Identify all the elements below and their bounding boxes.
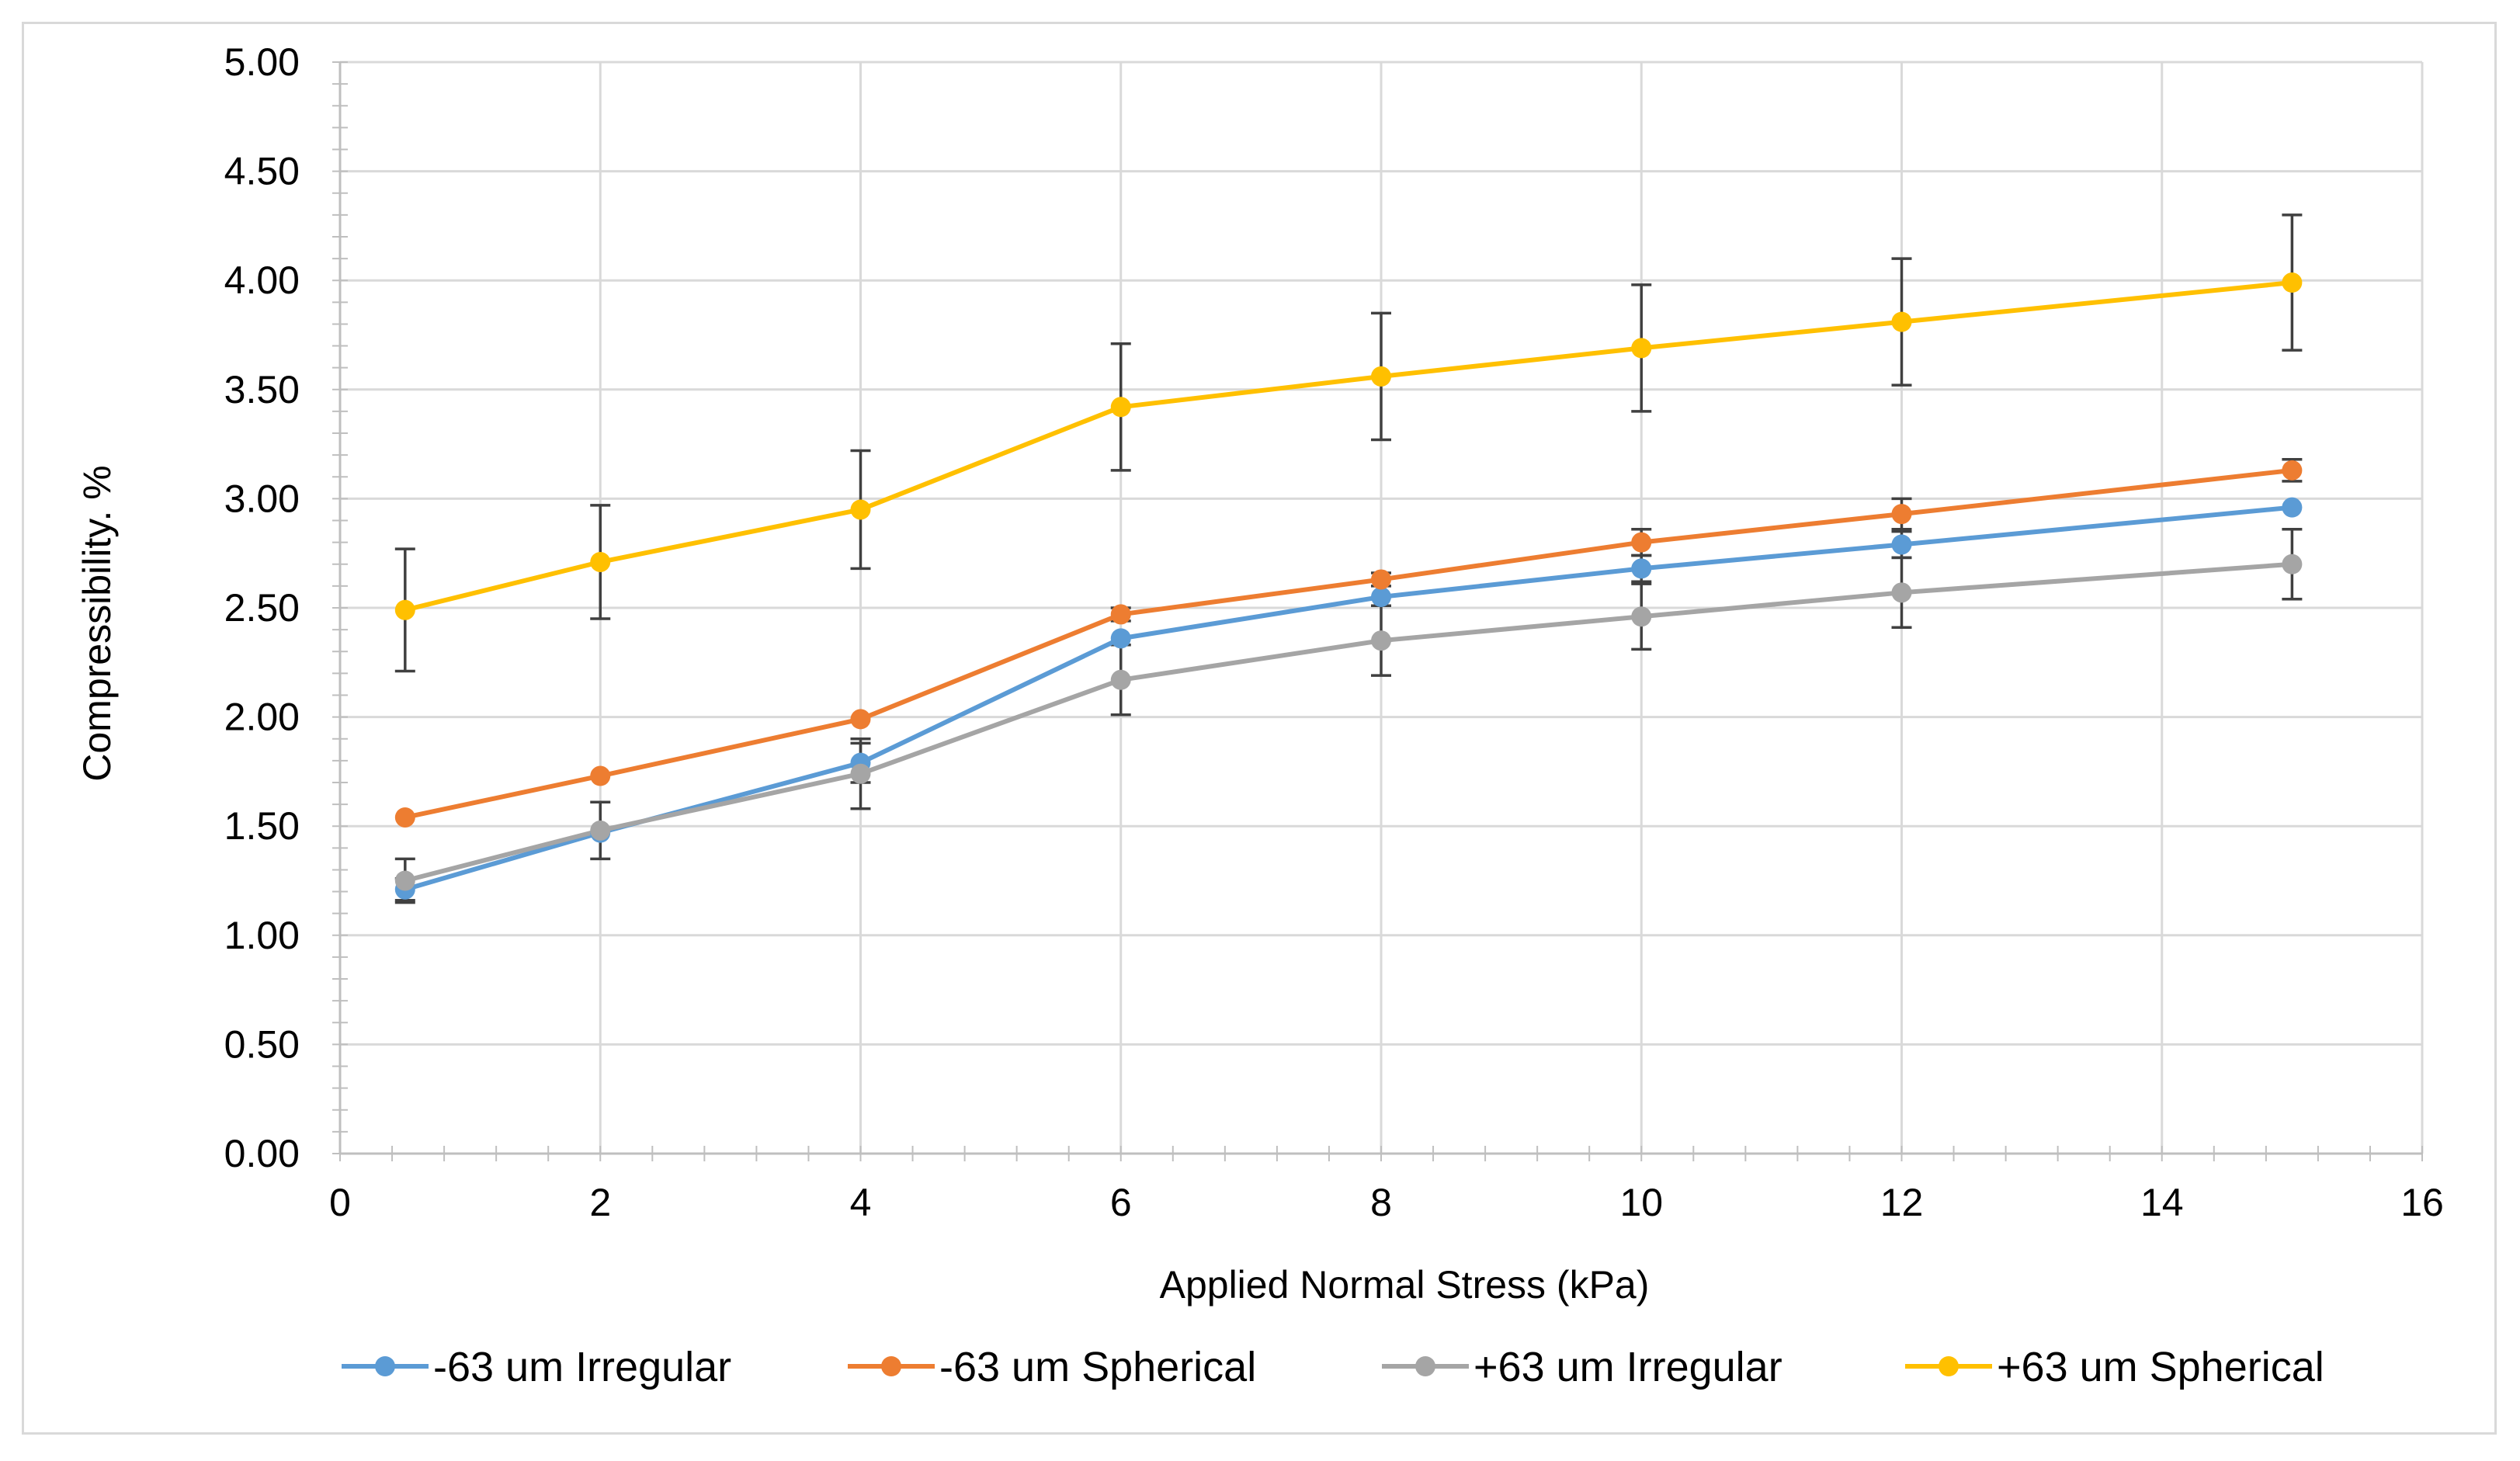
y-tick-label: 0.00 bbox=[224, 1132, 300, 1175]
series-lines bbox=[404, 280, 2293, 892]
data-point bbox=[2282, 497, 2303, 518]
y-tick-label: 3.50 bbox=[224, 368, 300, 411]
x-tick-label: 10 bbox=[1619, 1181, 1663, 1224]
x-tick-label: 0 bbox=[329, 1181, 351, 1224]
data-point bbox=[1631, 606, 1652, 627]
data-point bbox=[2282, 460, 2303, 481]
x-tick-label: 8 bbox=[1370, 1181, 1392, 1224]
data-point bbox=[590, 765, 611, 786]
x-tick-labels: 0 2 4 6 8 10 12 14 16 bbox=[329, 1181, 2444, 1224]
data-point bbox=[394, 870, 415, 891]
x-tick-label: 16 bbox=[2400, 1181, 2444, 1224]
data-point bbox=[1631, 532, 1652, 553]
data-point bbox=[394, 807, 415, 828]
legend-marker bbox=[375, 1356, 395, 1376]
data-points bbox=[394, 272, 2303, 900]
error-bars bbox=[394, 213, 2303, 904]
data-point bbox=[590, 820, 611, 841]
data-point bbox=[1371, 630, 1391, 651]
x-tick-label: 2 bbox=[589, 1181, 611, 1224]
data-point bbox=[1891, 582, 1912, 603]
y-tick-label: 2.50 bbox=[224, 586, 300, 630]
data-point bbox=[1110, 604, 1131, 625]
legend-marker bbox=[881, 1356, 901, 1376]
legend-label: +63 um Irregular bbox=[1473, 1344, 1782, 1390]
legend-marker bbox=[1415, 1356, 1435, 1376]
series-line-4 bbox=[404, 280, 2293, 613]
data-point bbox=[2282, 554, 2303, 574]
series-line-2 bbox=[404, 467, 2293, 820]
y-axis-title: Compressibility. % bbox=[75, 465, 119, 782]
data-point bbox=[1891, 504, 1912, 525]
y-tick-labels: 0.00 0.50 1.00 1.50 2.00 2.50 3.00 3.50 4.00 4.50… bbox=[224, 40, 300, 1175]
legend: -63 um Irregular -63 um Spherical +63 um I… bbox=[342, 1344, 2324, 1390]
data-point bbox=[394, 599, 415, 620]
series-line-1 bbox=[404, 505, 2293, 892]
y-tick-label: 4.00 bbox=[224, 259, 300, 302]
data-point bbox=[1110, 669, 1131, 690]
x-tick-label: 4 bbox=[850, 1181, 872, 1224]
data-point bbox=[1371, 366, 1391, 387]
x-tick-label: 12 bbox=[1880, 1181, 1924, 1224]
y-tick-label: 3.00 bbox=[224, 477, 300, 520]
legend-marker bbox=[1939, 1356, 1959, 1376]
data-point bbox=[2282, 272, 2303, 293]
y-tick-label: 2.00 bbox=[224, 696, 300, 739]
x-tick-label: 14 bbox=[2140, 1181, 2184, 1224]
x-tick-label: 6 bbox=[1110, 1181, 1132, 1224]
data-point bbox=[1891, 534, 1912, 555]
x-axis-title: Applied Normal Stress (kPa) bbox=[1160, 1263, 1650, 1307]
y-tick-label: 1.00 bbox=[224, 914, 300, 957]
axes bbox=[332, 61, 2423, 1161]
legend-label: -63 um Irregular bbox=[433, 1344, 731, 1390]
legend-label: +63 um Spherical bbox=[1997, 1344, 2324, 1390]
y-tick-label: 1.50 bbox=[224, 804, 300, 848]
data-point bbox=[590, 551, 611, 572]
legend-label: -63 um Spherical bbox=[939, 1344, 1256, 1390]
data-point bbox=[850, 499, 871, 520]
chart-frame bbox=[22, 22, 2497, 1435]
y-tick-label: 4.50 bbox=[224, 150, 300, 193]
data-point bbox=[1631, 558, 1652, 579]
data-point bbox=[1891, 311, 1912, 332]
series-line-3 bbox=[404, 561, 2293, 883]
data-point bbox=[1110, 397, 1131, 418]
data-point bbox=[1371, 586, 1391, 607]
data-point bbox=[1110, 628, 1131, 649]
data-point bbox=[1371, 569, 1391, 590]
data-point bbox=[1631, 338, 1652, 359]
data-point bbox=[850, 763, 871, 784]
y-tick-label: 5.00 bbox=[224, 40, 300, 84]
data-point bbox=[850, 709, 871, 730]
y-tick-label: 0.50 bbox=[224, 1022, 300, 1066]
